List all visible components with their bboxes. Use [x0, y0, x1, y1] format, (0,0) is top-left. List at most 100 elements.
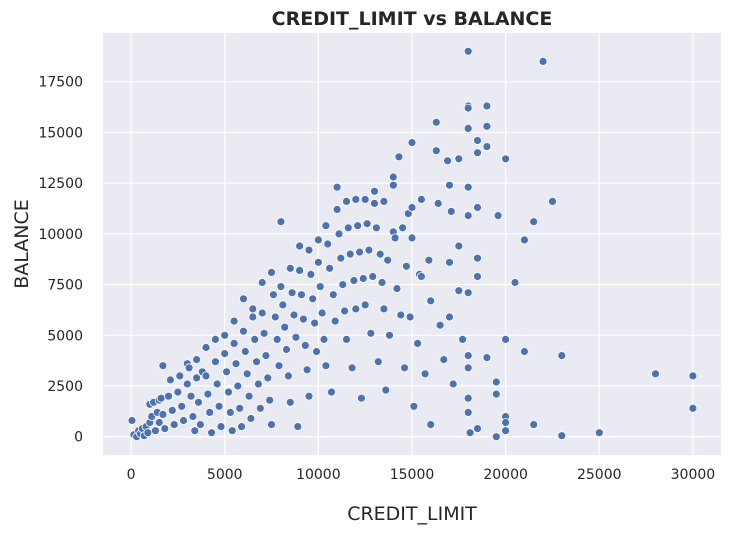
data-point — [283, 371, 293, 381]
x-tick-label: 30000 — [671, 467, 716, 483]
y-tick-label: 15000 — [38, 125, 83, 141]
y-tick-label: 12500 — [38, 176, 83, 192]
data-point — [165, 375, 175, 385]
data-point — [285, 397, 295, 407]
data-point — [321, 221, 331, 231]
data-point — [295, 265, 305, 275]
y-tick-label: 10000 — [38, 227, 83, 243]
data-point — [257, 278, 267, 287]
data-point — [235, 403, 245, 413]
data-point — [482, 121, 492, 131]
x-tick-label: 5000 — [207, 467, 243, 483]
data-point — [298, 314, 308, 324]
data-point — [458, 334, 468, 344]
data-point — [160, 424, 170, 434]
data-point — [463, 363, 473, 373]
data-point — [201, 343, 211, 352]
data-point — [302, 365, 312, 375]
data-point — [463, 103, 473, 113]
data-point — [267, 267, 276, 277]
data-point — [278, 300, 288, 310]
data-point — [493, 211, 503, 221]
data-point — [439, 355, 449, 365]
data-point — [454, 154, 464, 164]
data-point — [431, 117, 441, 127]
data-point — [332, 205, 342, 214]
data-point — [225, 407, 235, 417]
data-point — [366, 328, 376, 338]
data-point — [154, 418, 164, 427]
data-point — [362, 219, 372, 229]
data-point — [312, 347, 321, 356]
data-point — [192, 355, 202, 365]
data-point — [252, 357, 262, 367]
data-point — [385, 330, 394, 340]
data-point — [342, 334, 351, 344]
data-point — [426, 420, 436, 430]
data-point — [289, 310, 299, 320]
data-point — [246, 414, 256, 423]
data-point — [167, 405, 177, 415]
data-point — [381, 385, 391, 395]
data-point — [325, 263, 335, 273]
data-point — [304, 391, 314, 401]
data-point — [463, 407, 473, 417]
data-point — [651, 369, 660, 379]
data-point — [287, 288, 297, 298]
data-point — [340, 306, 350, 316]
data-point — [276, 217, 286, 227]
data-point — [295, 241, 305, 251]
data-point — [195, 420, 205, 430]
data-point — [214, 401, 224, 411]
data-point — [688, 403, 698, 413]
data-point — [491, 389, 501, 399]
data-point — [231, 359, 241, 369]
data-point — [491, 432, 501, 442]
data-point — [127, 416, 137, 425]
data-point — [448, 379, 458, 389]
data-point — [190, 426, 200, 436]
data-point — [248, 304, 258, 314]
data-point — [538, 57, 548, 66]
data-point — [205, 407, 215, 417]
data-point — [463, 46, 473, 56]
data-point — [201, 371, 211, 381]
data-point — [379, 196, 389, 206]
data-point — [370, 198, 379, 208]
data-point — [435, 320, 445, 330]
data-point — [244, 391, 254, 401]
data-point — [360, 300, 370, 310]
data-point — [313, 257, 323, 267]
x-axis-label: CREDIT_LIMIT — [347, 503, 477, 525]
data-point — [392, 284, 402, 294]
data-point — [184, 363, 194, 373]
data-point — [207, 428, 217, 438]
data-point — [188, 412, 198, 421]
data-point — [383, 255, 393, 265]
data-point — [276, 282, 286, 292]
data-point — [463, 123, 473, 133]
data-point — [594, 428, 604, 438]
data-point — [463, 393, 473, 403]
data-point — [358, 274, 368, 283]
data-point — [297, 290, 306, 300]
data-point — [463, 182, 473, 192]
data-point — [291, 332, 301, 342]
data-point — [510, 278, 520, 287]
data-point — [557, 351, 567, 361]
data-point — [308, 294, 318, 304]
data-point — [224, 387, 233, 397]
data-point — [220, 349, 230, 359]
data-point — [688, 371, 698, 381]
y-tick-label: 7500 — [47, 278, 83, 294]
data-point — [424, 255, 434, 265]
data-point — [334, 229, 344, 239]
data-point — [445, 180, 454, 190]
data-point — [194, 397, 203, 407]
data-point — [169, 420, 179, 430]
data-point — [351, 304, 361, 314]
data-point — [368, 272, 378, 281]
data-point — [255, 403, 265, 413]
data-point — [143, 428, 153, 438]
